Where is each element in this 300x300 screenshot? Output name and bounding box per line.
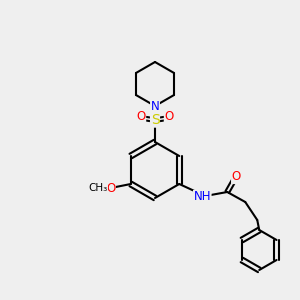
Text: NH: NH (194, 190, 211, 203)
Text: CH₃: CH₃ (88, 183, 107, 193)
Text: N: N (151, 100, 159, 112)
Text: O: O (136, 110, 146, 122)
Text: O: O (232, 170, 241, 184)
Text: O: O (106, 182, 116, 194)
Text: S: S (151, 113, 159, 127)
Text: O: O (164, 110, 174, 122)
